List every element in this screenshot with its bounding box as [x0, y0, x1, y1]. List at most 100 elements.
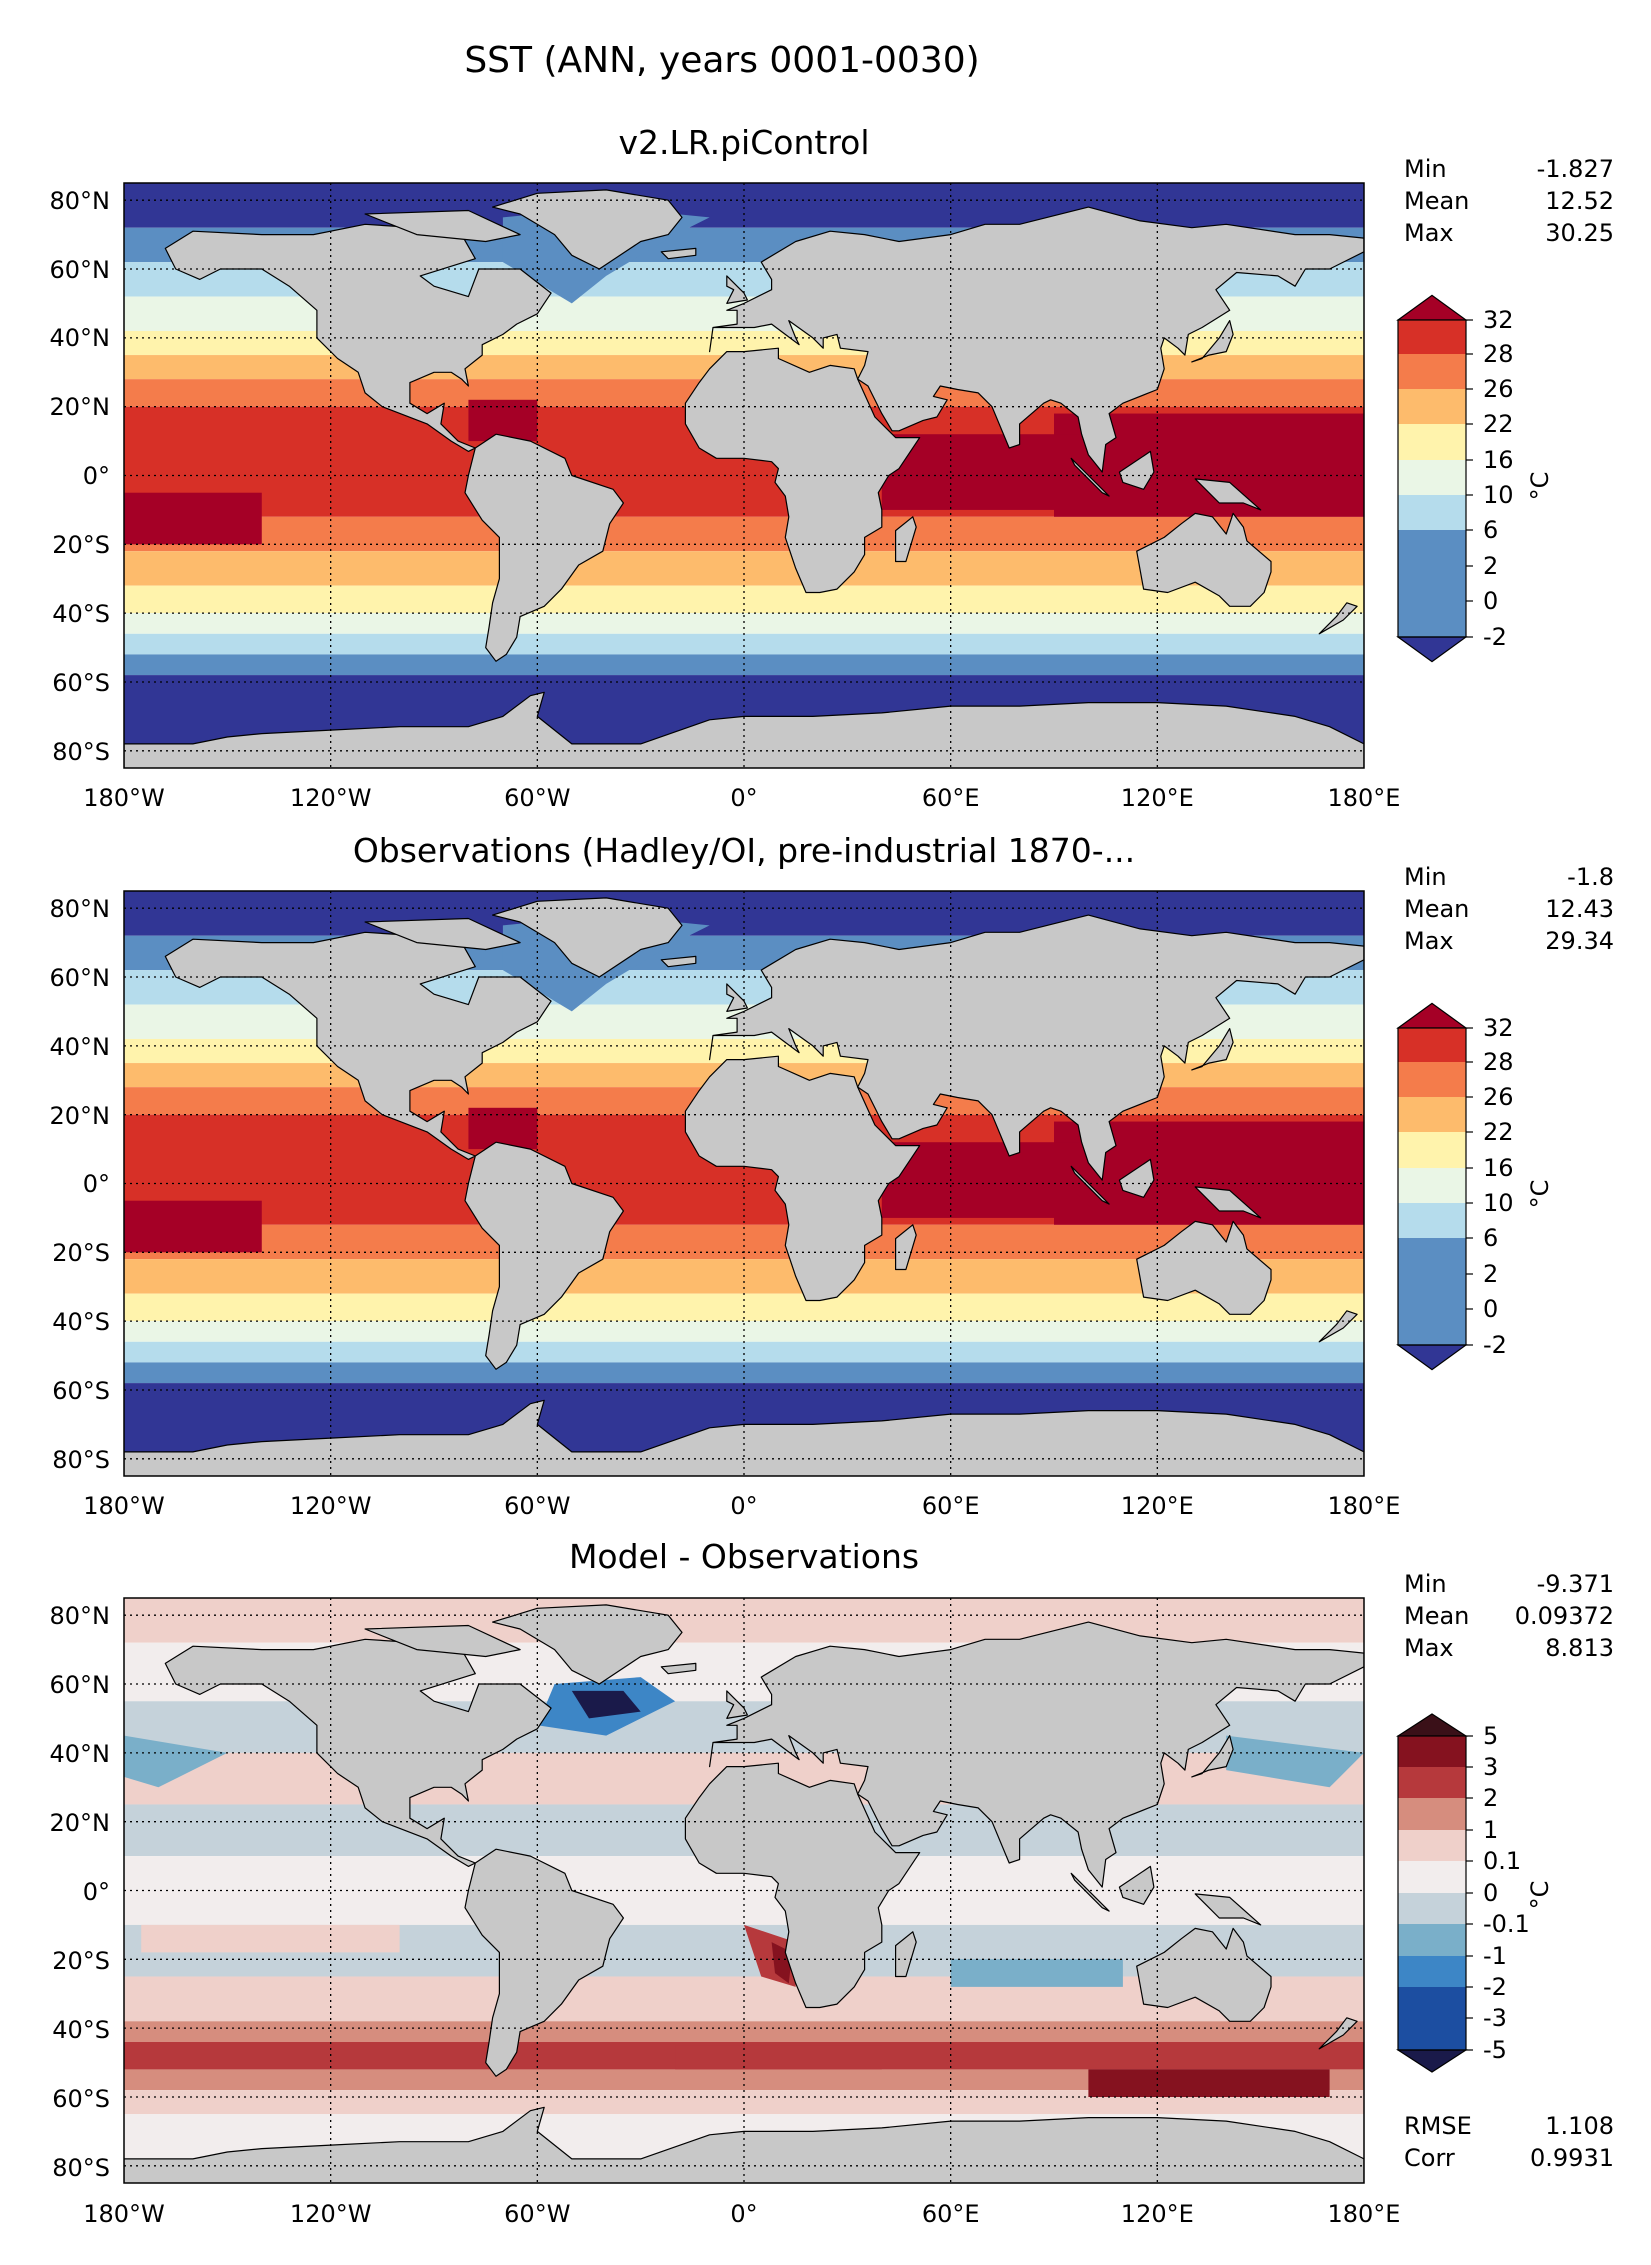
colorbar-segment: [1398, 1736, 1466, 1767]
x-tick-label: 180°E: [1328, 1492, 1401, 1520]
y-tick-label: 20°S: [52, 1239, 110, 1267]
sst-band: [124, 1321, 1364, 1342]
stat-value: 0.9931: [1530, 2144, 1614, 2172]
map-frame: [123, 182, 1365, 769]
colorbar-tick: 32: [1483, 306, 1514, 334]
land-polygon: [684, 1055, 921, 1302]
y-tick-label: 40°N: [50, 1033, 111, 1061]
y-tick-label: 40°N: [50, 1740, 111, 1768]
colorbar-extend-max: [1395, 1713, 1469, 1737]
colorbar-tick: 26: [1483, 375, 1514, 403]
x-tick-label: 0°: [730, 2200, 757, 2228]
y-tick-label: 0°: [83, 1170, 110, 1198]
colorbar-tick: 6: [1483, 1224, 1498, 1252]
colorbar-unit-label: °C: [1526, 1180, 1554, 1209]
colorbar-segment: [1398, 1097, 1466, 1132]
land-polygon: [684, 347, 921, 594]
land-polygon: [894, 1931, 917, 1978]
colorbar-segment: [1398, 354, 1466, 389]
land-polygon: [492, 1604, 683, 1685]
colorbar-tick: 10: [1483, 1189, 1514, 1217]
stat-label: Corr: [1404, 2144, 1455, 2172]
land-polygon: [708, 206, 1364, 473]
y-tick-label: 40°S: [52, 1308, 110, 1336]
y-tick-label: 80°S: [52, 1446, 110, 1474]
x-tick-label: 60°E: [922, 2200, 980, 2228]
colorbar-extend-max: [1396, 294, 1468, 321]
y-tick-label: 80°S: [52, 2154, 110, 2182]
land-polygon: [660, 247, 697, 260]
land-polygon: [726, 275, 749, 304]
x-tick-label: 60°E: [922, 784, 980, 812]
land-polygon: [1118, 450, 1155, 490]
x-tick-label: 180°W: [83, 1492, 165, 1520]
colorbar-segment: [1398, 566, 1466, 601]
y-tick-label: 80°N: [50, 895, 111, 923]
y-tick-label: 40°N: [50, 324, 111, 352]
land-polygon: [1136, 1220, 1272, 1315]
land-polygon: [1136, 1927, 1272, 2022]
colorbar-tick: -0.1: [1483, 1910, 1530, 1938]
colorbar-tick: -3: [1483, 2004, 1507, 2032]
y-tick-label: 60°S: [52, 2085, 110, 2113]
difference-region: [1088, 2069, 1330, 2097]
colorbar-segment: [1398, 1062, 1466, 1097]
colorbar-tick: 28: [1483, 1048, 1514, 1076]
land-polygon: [1318, 2017, 1358, 2050]
colorbar-segment: [1398, 1274, 1466, 1309]
y-tick-label: 20°N: [50, 1809, 111, 1837]
x-tick-label: 60°E: [922, 1492, 980, 1520]
land-polygon: [1191, 320, 1234, 363]
x-tick-label: 0°: [730, 1492, 757, 1520]
colorbar-segment: [1398, 1987, 1466, 2018]
land-polygon: [464, 1141, 625, 1370]
map-area: [124, 183, 1364, 768]
land-polygon: [464, 1848, 625, 2077]
land-polygon: [1318, 1310, 1358, 1343]
colorbar-extend-min: [1396, 1344, 1468, 1371]
colorbar-segment: [1398, 424, 1466, 460]
x-tick-label: 120°W: [290, 2200, 372, 2228]
colorbar-segment: [1398, 1861, 1466, 1893]
colorbar-tick: 22: [1483, 1118, 1514, 1146]
colorbar-tick: 1: [1483, 1816, 1498, 1844]
y-tick-label: 80°S: [52, 738, 110, 766]
land-polygon: [1118, 1865, 1155, 1905]
map-area: [124, 1598, 1364, 2183]
x-tick-label: 120°E: [1121, 1492, 1194, 1520]
sst-band: [124, 1341, 1364, 1363]
land-polygon: [660, 1662, 697, 1675]
colorbar-tick: -5: [1483, 2036, 1507, 2064]
stat-label: Min: [1404, 155, 1447, 183]
land-polygon: [1118, 1158, 1155, 1198]
stat-value: -9.371: [1537, 1570, 1614, 1598]
land-polygon: [684, 1762, 921, 2009]
warm-pool-region: [124, 1200, 262, 1253]
figure-title: SST (ANN, years 0001-0030): [464, 40, 979, 81]
colorbar-tick: 16: [1483, 446, 1514, 474]
x-axis: 180°W 120°W 60°W 0° 60°E 120°E 180°E: [83, 784, 1400, 812]
difference-region: [950, 1959, 1123, 1987]
land-polygon: [1070, 1872, 1110, 1912]
warm-pool-region: [881, 1142, 1089, 1218]
panel-difference: Model - Observations 180°W 120°W 60°W 0°…: [50, 1537, 1615, 2228]
stat-value: 1.108: [1545, 2112, 1614, 2140]
colorbar-tick: 0: [1483, 1295, 1498, 1323]
colorbar-tick: 2: [1483, 1784, 1498, 1812]
stat-value: 12.52: [1545, 187, 1614, 215]
colorbar-tick: 0: [1483, 587, 1498, 615]
x-tick-label: 0°: [730, 784, 757, 812]
stat-value: -1.827: [1537, 155, 1614, 183]
y-tick-label: 80°N: [50, 1602, 111, 1630]
land-polygon: [1194, 1186, 1262, 1219]
difference-region: [1226, 1735, 1364, 1788]
colorbar-tick: -2: [1483, 1331, 1507, 1359]
stat-label: Min: [1404, 863, 1447, 891]
y-axis: 80°N 60°N 40°N 20°N 0° 20°S 40°S 60°S 80…: [50, 1602, 111, 2182]
sst-band: [124, 613, 1364, 634]
land-polygon: [492, 189, 683, 270]
colorbar-segment: [1398, 530, 1466, 566]
stat-value: 0.09372: [1515, 1602, 1614, 1630]
stat-label: Max: [1404, 1634, 1454, 1662]
